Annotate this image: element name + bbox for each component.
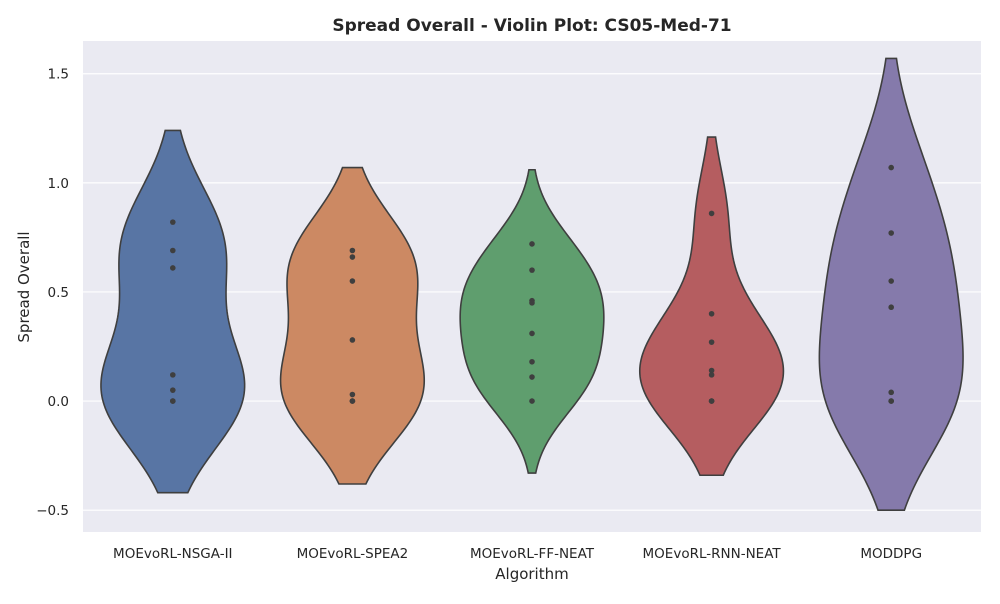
data-point [708,398,715,404]
data-point [349,247,356,254]
data-point [170,219,176,225]
data-point [529,330,535,337]
data-point [170,387,176,393]
chart-title: Spread Overall - Violin Plot: CS05-Med-7… [332,16,731,36]
data-point [888,230,894,236]
data-point [529,300,535,306]
data-point [170,247,176,254]
data-point [888,398,894,404]
y-ticks: −0.5 0.0 0.5 1.0 1.5 [36,67,69,519]
data-point [888,164,894,171]
data-points [170,164,894,404]
x-tick-label: MODDPG [860,546,922,562]
x-tick-label: MOEvoRL-FF-NEAT [470,546,595,562]
data-point [529,241,535,247]
violin-1 [100,129,246,494]
data-point [888,304,894,311]
y-tick-label: −0.5 [36,503,69,519]
y-axis-label: Spread Overall [15,231,33,342]
data-point [708,372,715,378]
data-point [529,267,535,273]
data-point [708,339,715,345]
data-point [349,337,356,343]
violin-4 [638,136,785,477]
y-tick-label: 1.5 [48,67,69,83]
violin-5 [818,57,964,511]
x-tick-label: MOEvoRL-SPEA2 [297,546,409,562]
y-tick-label: 1.0 [48,176,69,192]
x-tick-label: MOEvoRL-NSGA-II [113,546,233,562]
data-point [349,254,356,260]
data-point [708,367,715,374]
data-point [529,358,535,365]
data-point [349,391,356,398]
x-tick-label: MOEvoRL-RNN-NEAT [643,546,782,562]
violins [100,57,964,511]
x-ticks: MOEvoRL-NSGA-II MOEvoRL-SPEA2 MOEvoRL-FF-N… [113,546,922,562]
data-point [170,372,176,378]
data-point [888,389,894,396]
data-point [529,398,535,404]
violin-2 [279,166,426,485]
data-point [349,278,356,284]
data-point [170,398,176,404]
data-point [708,210,715,217]
y-tick-label: 0.5 [48,285,69,301]
data-point [529,374,535,380]
data-point [170,265,176,271]
data-point [708,310,715,317]
data-point [349,398,356,404]
y-tick-label: 0.0 [48,394,69,410]
violin-3 [459,168,605,474]
x-axis-label: Algorithm [495,565,568,583]
data-point [888,278,894,284]
